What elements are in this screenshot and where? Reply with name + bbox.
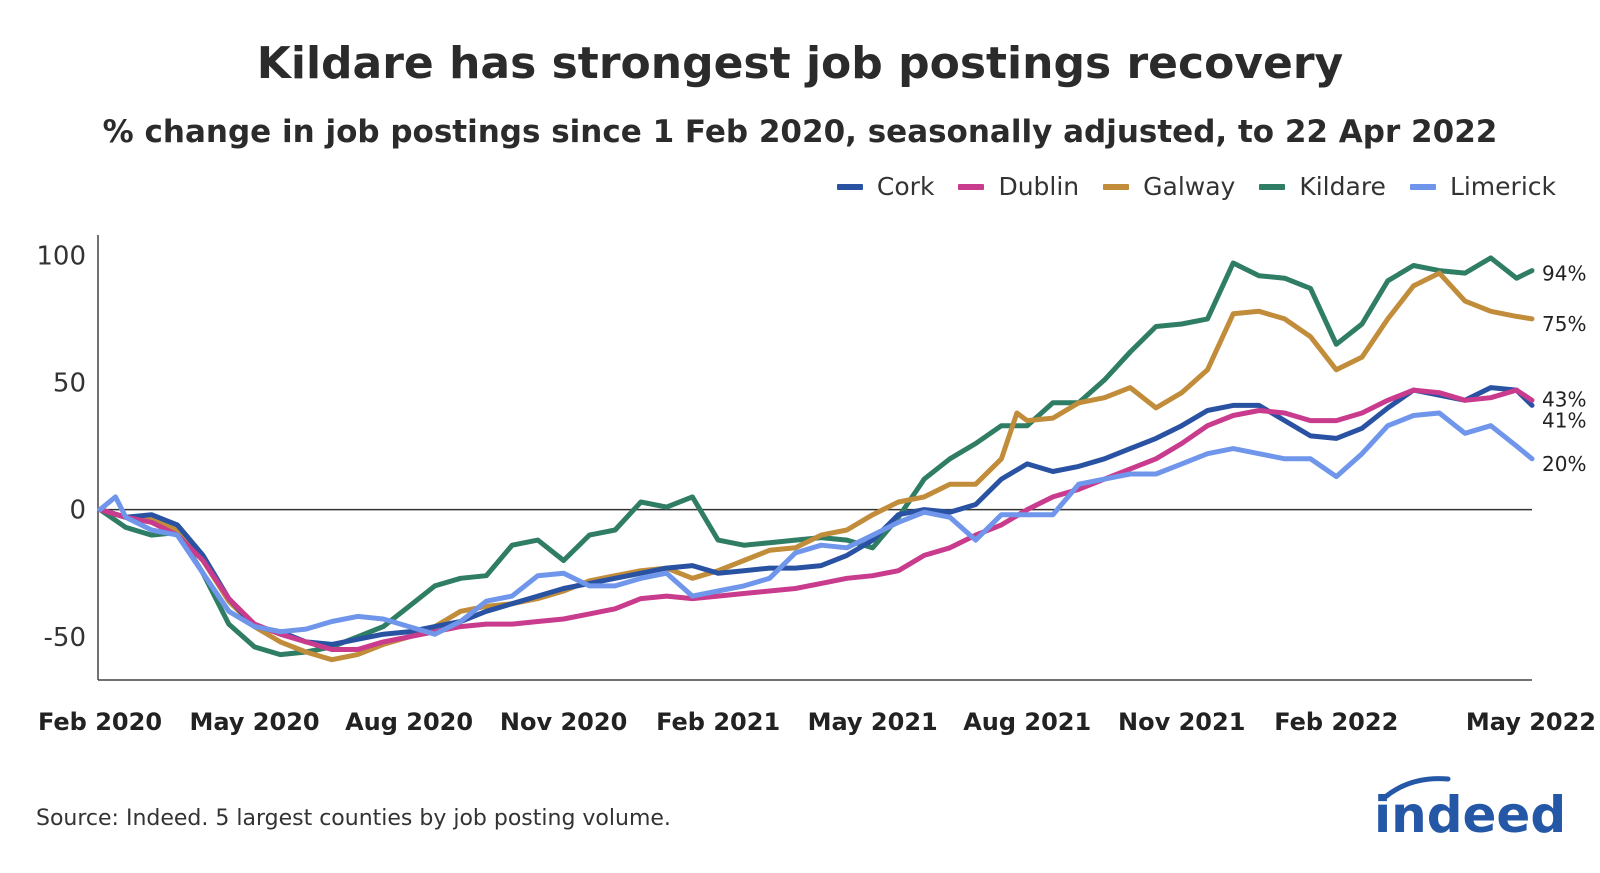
y-tick-label: -50 bbox=[44, 623, 86, 653]
y-tick-label: 100 bbox=[36, 241, 86, 271]
y-tick-label: 50 bbox=[53, 368, 86, 398]
legend-label-kildare: Kildare bbox=[1299, 172, 1386, 201]
chart-subtitle: % change in job postings since 1 Feb 202… bbox=[102, 114, 1498, 150]
x-tick-label: Nov 2021 bbox=[1118, 708, 1245, 736]
series-line-dublin bbox=[97, 387, 1535, 652]
legend-label-dublin: Dublin bbox=[998, 172, 1080, 201]
x-tick-label: Feb 2022 bbox=[1274, 708, 1398, 736]
legend-item-limerick: Limerick bbox=[1409, 172, 1556, 201]
legend-label-limerick: Limerick bbox=[1449, 172, 1556, 201]
y-tick-label: 0 bbox=[69, 496, 86, 526]
legend: Cork Dublin Galway Kildare Limerick bbox=[836, 172, 1556, 201]
x-tick-label: Feb 2020 bbox=[38, 708, 162, 736]
x-tick-label: Nov 2020 bbox=[500, 708, 627, 736]
end-label-limerick: 20% bbox=[1542, 452, 1586, 476]
source-note: Source: Indeed. 5 largest counties by jo… bbox=[36, 806, 671, 831]
x-tick-label: Aug 2021 bbox=[963, 708, 1091, 736]
indeed-logo-arc bbox=[1381, 776, 1451, 801]
series-line-cork bbox=[97, 385, 1535, 647]
legend-item-galway: Galway bbox=[1103, 172, 1235, 201]
legend-label-cork: Cork bbox=[876, 172, 935, 201]
series-line-galway bbox=[97, 270, 1535, 663]
series-line-kildare bbox=[97, 255, 1535, 658]
legend-swatch-kildare bbox=[1259, 183, 1286, 190]
legend-swatch-cork bbox=[836, 183, 863, 190]
x-tick-label: Feb 2021 bbox=[656, 708, 780, 736]
x-tick-label: May 2021 bbox=[808, 708, 938, 736]
legend-swatch-galway bbox=[1103, 183, 1130, 190]
x-tick-label: Aug 2020 bbox=[345, 708, 473, 736]
x-tick-label: May 2022 bbox=[1466, 708, 1596, 736]
chart-title: Kildare has strongest job postings recov… bbox=[256, 38, 1344, 89]
series-line-limerick bbox=[97, 410, 1535, 637]
end-label-cork: 41% bbox=[1542, 408, 1586, 432]
legend-swatch-dublin bbox=[958, 183, 985, 190]
legend-item-kildare: Kildare bbox=[1259, 172, 1386, 201]
x-tick-label: May 2020 bbox=[189, 708, 319, 736]
indeed-logo-text: indeed bbox=[1374, 786, 1566, 840]
end-label-dublin: 43% bbox=[1542, 387, 1586, 411]
legend-swatch-limerick bbox=[1409, 183, 1436, 190]
indeed-logo: indeed bbox=[1374, 776, 1566, 840]
end-label-kildare: 94% bbox=[1542, 262, 1586, 286]
end-label-galway: 75% bbox=[1542, 312, 1586, 336]
legend-item-dublin: Dublin bbox=[958, 172, 1079, 201]
legend-item-cork: Cork bbox=[836, 172, 935, 201]
legend-label-galway: Galway bbox=[1143, 172, 1236, 201]
